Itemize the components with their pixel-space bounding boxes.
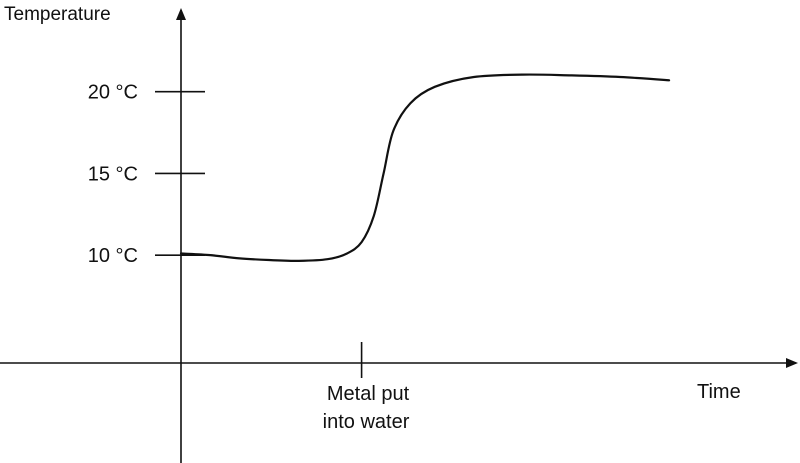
event-label-line2: into water	[323, 411, 410, 433]
y-ticks: 10 °C 15 °C 20 °C	[88, 82, 205, 267]
y-axis-label: Temperature	[4, 4, 111, 25]
series-line	[179, 73, 671, 263]
y-tick-label-15: 15 °C	[88, 163, 138, 185]
x-axis-label: Time	[697, 381, 741, 403]
y-tick-label-20: 20 °C	[88, 82, 138, 104]
y-tick-label-10: 10 °C	[88, 245, 138, 267]
event-label-line1: Metal put	[327, 383, 410, 405]
